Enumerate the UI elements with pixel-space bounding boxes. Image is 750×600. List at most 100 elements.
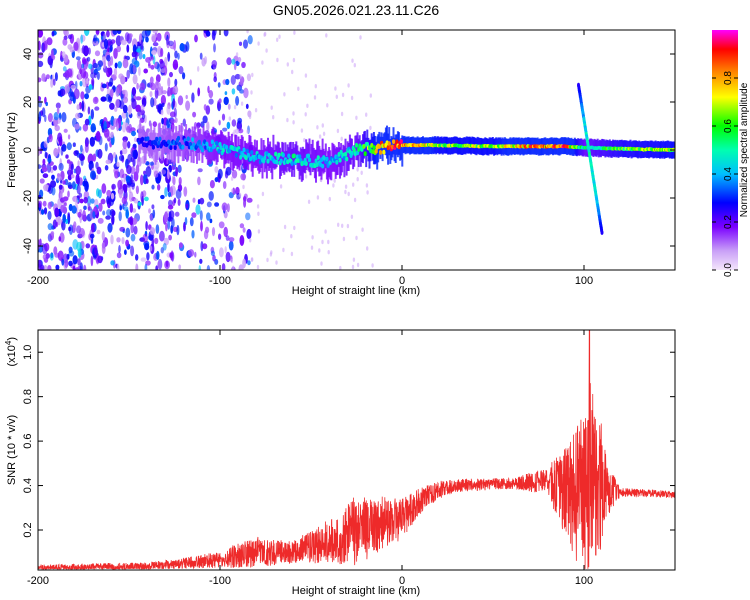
noise-blob [167,204,174,210]
signal-track-point [155,136,159,142]
signal-halo [298,152,301,180]
signal-track-point [263,155,267,161]
noise-blob [167,77,171,87]
noise-blob [71,205,77,214]
noise-blob [170,185,176,196]
noise-blob [139,82,146,91]
noise-blob [38,100,43,108]
noise-speckle [318,248,321,253]
noise-blob [79,262,83,270]
noise-speckle [293,225,296,231]
noise-blob [206,212,211,221]
noise-blob [124,191,127,199]
noise-blob [125,239,129,247]
noise-blob [47,223,53,231]
snr-y-tick-label: 0.6 [22,433,34,448]
noise-blob [230,75,236,85]
noise-blob [106,195,110,205]
noise-blob [38,239,41,250]
noise-blob [106,54,111,62]
noise-blob [38,200,43,208]
noise-blob [174,78,178,87]
signal-track-point [192,142,196,148]
noise-blob [201,57,206,67]
noise-blob [214,202,220,207]
signal-halo [352,146,355,170]
noise-blob [38,111,42,122]
noise-blob [90,109,95,120]
noise-blob [169,111,176,118]
noise-blob [59,88,66,97]
noise-blob [96,166,102,175]
noise-blob [126,44,130,53]
noise-blob [223,96,229,106]
noise-blob [189,217,194,227]
signal-halo [164,125,167,153]
noise-blob [47,265,52,270]
noise-blob [217,100,220,110]
signal-halo [389,139,392,164]
noise-blob [235,186,240,195]
noise-blob [43,184,50,192]
noise-blob [122,89,126,95]
noise-blob [84,93,89,100]
noise-speckle [239,74,242,79]
chirp-point [600,230,604,235]
signal-halo [282,142,285,173]
noise-blob [197,176,201,186]
signal-halo [213,136,216,162]
noise-blob [212,30,217,37]
noise-blob [77,258,81,266]
noise-blob [200,241,204,252]
noise-blob [218,221,225,229]
noise-blob [70,84,77,90]
noise-blob [90,198,95,204]
noise-speckle [327,250,330,255]
noise-blob [38,164,42,169]
noise-blob [93,62,98,69]
noise-blob [164,211,169,223]
noise-blob [135,263,139,270]
signal-track-point [372,145,376,150]
noise-blob [57,250,64,261]
noise-blob [73,88,80,100]
noise-blob [121,237,125,245]
colorbar: 0.0 0.2 0.4 0.6 0.8 Normalized spectral ampl… [712,30,750,277]
noise-blob [51,174,55,180]
noise-speckle [276,37,279,42]
noise-blob [46,158,52,163]
signal-halo [383,132,386,153]
noise-blob [42,158,46,166]
noise-blob [167,40,174,46]
noise-blob [240,173,247,181]
noise-blob [119,205,123,211]
noise-blob [155,224,160,235]
noise-blob [117,179,123,190]
noise-blob [130,182,136,188]
noise-blob [199,210,203,221]
noise-blob [224,91,228,96]
noise-blob [118,155,125,161]
colorbar-tick-label: 0.2 [723,215,734,229]
signal-halo [257,150,260,171]
noise-blob [241,61,246,69]
noise-speckle [257,41,260,46]
signal-halo [271,147,274,180]
noise-blob [208,191,214,201]
noise-blob [205,226,210,234]
signal-halo [229,140,232,170]
noise-blob [74,196,78,208]
noise-speckle [272,115,275,120]
noise-speckle [320,261,323,266]
noise-blob [177,52,180,60]
signal-track-point [266,158,270,164]
spectrogram-y-tick-label: 20 [22,96,34,108]
noise-blob [157,184,161,191]
noise-blob [120,75,126,85]
spectrogram-x-label: Height of straight line (km) [292,285,420,297]
noise-blob [109,88,114,98]
noise-speckle [290,234,293,239]
noise-blob [223,226,228,238]
noise-speckle [318,134,322,139]
signal-track-point [239,154,243,160]
